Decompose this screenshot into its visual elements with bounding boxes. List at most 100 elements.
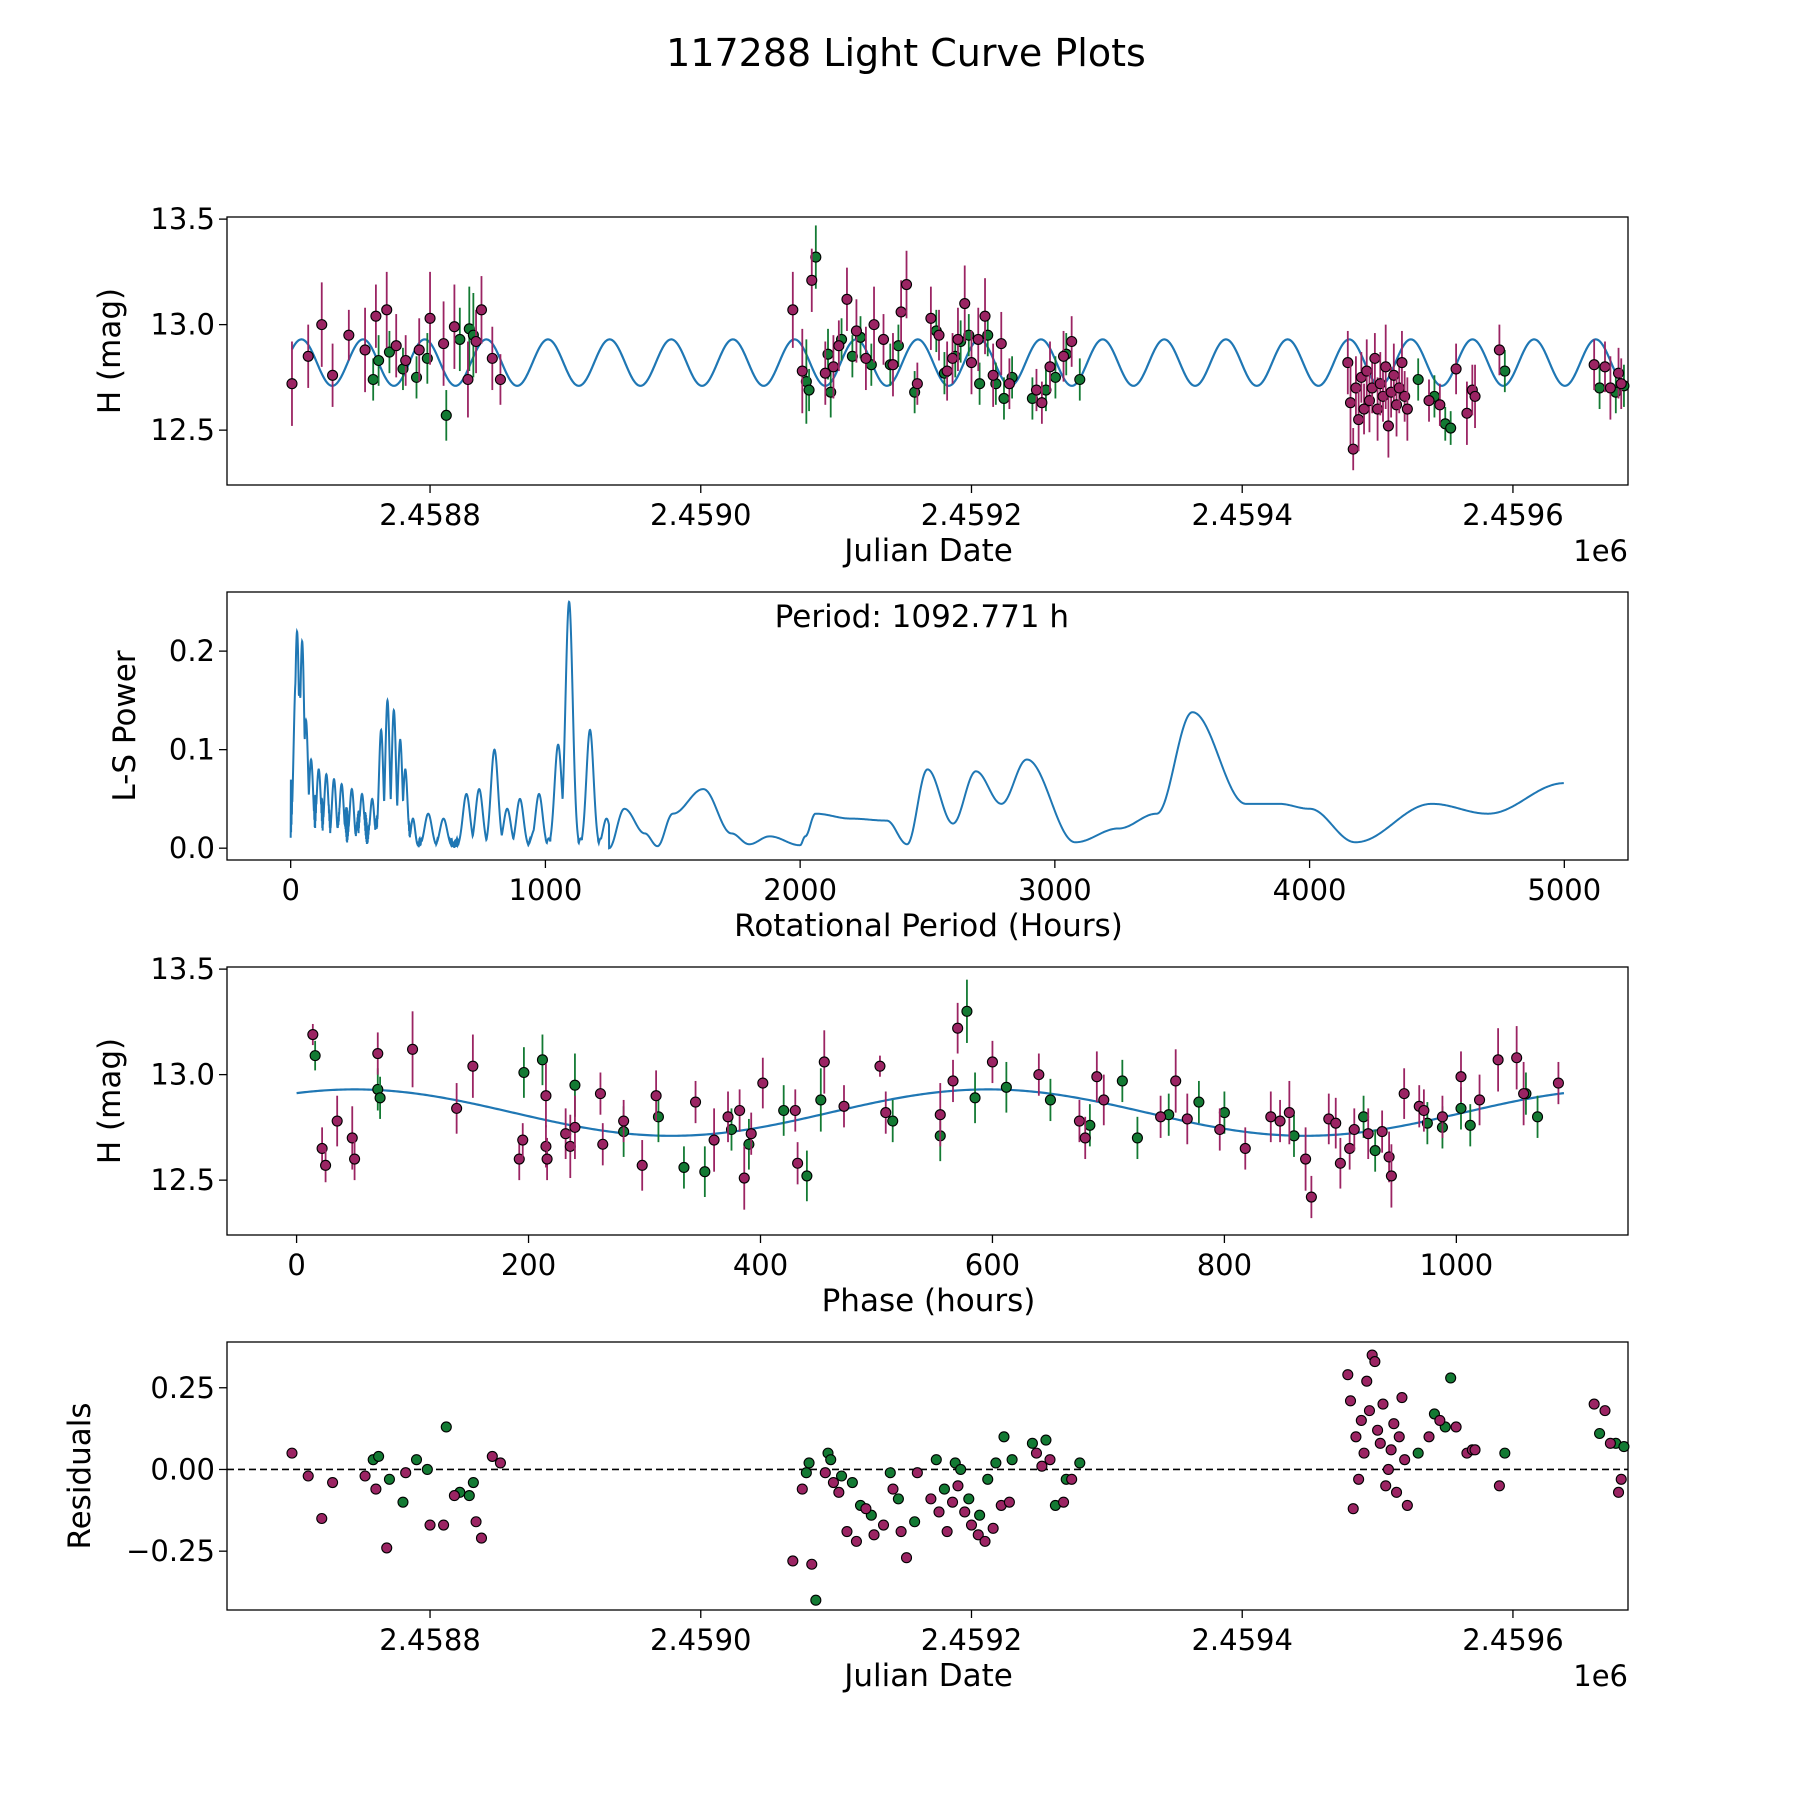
data-point-o: [909, 1516, 921, 1528]
data-point-g: [513, 1153, 525, 1165]
data-point-o: [810, 251, 822, 263]
x-tick-label: 2.4596: [1462, 1623, 1563, 1657]
data-point-o: [1074, 1457, 1086, 1469]
data-point-g: [1353, 414, 1365, 426]
data-point-g: [451, 1102, 463, 1114]
data-point-o: [699, 1166, 711, 1178]
data-point-g: [1469, 390, 1481, 402]
data-point-o: [1288, 1130, 1300, 1142]
data-point-g: [1353, 1473, 1365, 1485]
data-point-g: [1377, 1398, 1389, 1410]
data-point-o: [1358, 1111, 1370, 1123]
y-tick-label: 13.5: [150, 202, 215, 236]
data-point-g: [1347, 443, 1359, 455]
data-point-g: [400, 354, 412, 367]
x-tick-label: 800: [1197, 1248, 1252, 1282]
data-point-g: [1418, 1104, 1430, 1117]
data-point-g: [1344, 1395, 1357, 1407]
data-point-g: [819, 367, 831, 379]
data-point-g: [952, 1022, 964, 1034]
data-point-g: [1348, 1123, 1360, 1136]
data-point-g: [1599, 1405, 1611, 1417]
data-point-g: [806, 1558, 818, 1570]
data-point-o: [974, 378, 986, 390]
data-point-o: [846, 1476, 858, 1489]
data-point-g: [1599, 361, 1611, 373]
data-point-o: [383, 1473, 395, 1485]
data-point-g: [860, 352, 872, 364]
data-point-g: [734, 1104, 746, 1117]
data-point-g: [1492, 1054, 1504, 1066]
data-point-g: [987, 1522, 999, 1534]
data-point-g: [1383, 1151, 1395, 1163]
data-point-o: [440, 409, 452, 421]
panel-residuals: 2.4588 2.4590 2.4592 2.4594 2.4596 0.25 0.00 −0…: [62, 1341, 1630, 1694]
data-point-g: [986, 1056, 998, 1068]
data-point-g: [806, 274, 818, 286]
data-point-g: [979, 310, 991, 322]
data-point-g: [874, 1060, 886, 1072]
y-axis-label: L-S Power: [107, 650, 143, 801]
data-point-o: [801, 1170, 813, 1182]
data-point-g: [1036, 397, 1048, 409]
y-tick-label: 13.5: [150, 952, 215, 986]
data-point-g: [877, 1519, 890, 1531]
data-point-o: [1594, 1427, 1606, 1440]
x-axis-label: Julian Date: [842, 533, 1013, 569]
data-point-g: [1170, 1075, 1182, 1087]
data-point-o: [974, 1509, 986, 1521]
data-point-g: [381, 1542, 393, 1554]
data-point-g: [1436, 1111, 1448, 1123]
data-point-o: [421, 1463, 433, 1476]
data-point-g: [789, 1104, 801, 1117]
data-point-o: [467, 1476, 479, 1489]
x-tick-label: 0: [287, 1248, 305, 1282]
data-point-g: [1030, 384, 1043, 396]
data-point-g: [438, 1519, 450, 1531]
data-point-o: [410, 1454, 423, 1466]
data-point-g: [1588, 1398, 1600, 1410]
data-point-o: [778, 1104, 790, 1117]
data-point-o: [1445, 422, 1457, 434]
figure-title: 117288 Light Curve Plots: [666, 31, 1146, 75]
data-point-g: [413, 344, 425, 356]
data-point-g: [1382, 420, 1394, 432]
x-offset-label: 1e6: [1573, 1659, 1628, 1693]
panel-phased: 0 200 400 600 800 1000 12.5 13.0 13.5 Phase (hour…: [92, 952, 1629, 1319]
data-point-o: [1044, 1094, 1056, 1106]
data-point-g: [1155, 1111, 1167, 1123]
data-point-g: [796, 365, 808, 377]
data-point-g: [1434, 399, 1446, 411]
data-point-g: [470, 1516, 482, 1528]
data-point-g: [475, 304, 488, 316]
data-point-o: [810, 1594, 822, 1606]
data-point-g: [850, 1535, 862, 1547]
data-point-g: [302, 1470, 314, 1482]
data-point-g: [1390, 1486, 1403, 1498]
data-point-o: [309, 1050, 321, 1062]
x-tick-label: 4000: [1273, 873, 1347, 907]
data-point-o: [518, 1066, 530, 1079]
x-axis-label: Rotational Period (Hours): [734, 908, 1123, 944]
data-point-g: [540, 1090, 552, 1102]
data-point-g: [359, 344, 371, 356]
axes-frame: [226, 1341, 1629, 1611]
data-point-g: [1342, 1369, 1354, 1381]
x-axis-label: Julian Date: [842, 1658, 1013, 1694]
data-point-g: [911, 378, 923, 390]
data-point-o: [825, 1454, 837, 1466]
data-point-g: [462, 373, 474, 386]
data-point-g: [1098, 1094, 1110, 1106]
data-point-g: [1265, 1111, 1277, 1123]
data-point-g: [302, 350, 314, 362]
data-point-g: [850, 325, 862, 337]
data-point-o: [955, 1463, 967, 1476]
data-point-g: [1399, 1454, 1411, 1466]
data-point-g: [372, 1047, 384, 1060]
data-point-g: [1239, 1142, 1251, 1155]
data-point-g: [1455, 1071, 1467, 1083]
data-point-o: [1218, 1107, 1230, 1119]
data-point-o: [1040, 1434, 1052, 1446]
data-point-g: [1347, 1503, 1359, 1515]
data-point-g: [1305, 1191, 1317, 1203]
